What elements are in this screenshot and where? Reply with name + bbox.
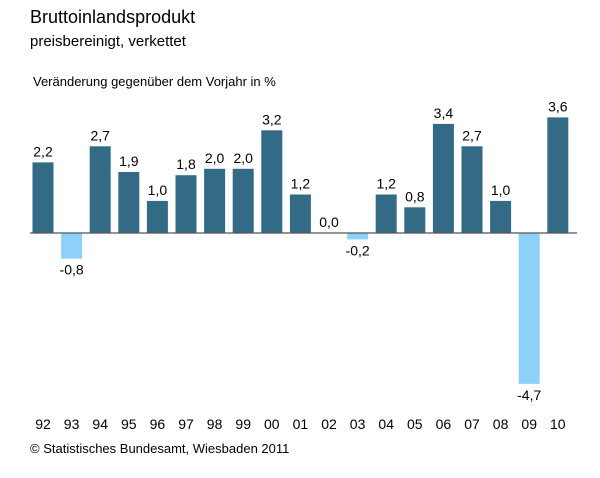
value-label-99: 2,0 bbox=[233, 150, 253, 166]
bar-92 bbox=[32, 162, 54, 233]
bar-01 bbox=[289, 194, 311, 233]
value-label-02: 0,0 bbox=[319, 214, 339, 230]
value-label-00: 3,2 bbox=[262, 111, 282, 127]
value-label-96: 1,0 bbox=[148, 182, 168, 198]
bar-96 bbox=[146, 200, 168, 233]
category-label-92: 92 bbox=[35, 416, 51, 432]
bar-05 bbox=[404, 207, 426, 233]
category-label-93: 93 bbox=[64, 416, 80, 432]
bar-97 bbox=[175, 175, 197, 233]
category-label-05: 05 bbox=[407, 416, 423, 432]
value-label-08: 1,0 bbox=[491, 182, 511, 198]
source-note: © Statistisches Bundesamt, Wiesbaden 201… bbox=[30, 441, 290, 456]
category-label-96: 96 bbox=[150, 416, 166, 432]
category-label-99: 99 bbox=[235, 416, 251, 432]
value-label-94: 2,7 bbox=[90, 127, 110, 143]
category-label-98: 98 bbox=[207, 416, 223, 432]
bar-94 bbox=[89, 146, 111, 233]
value-label-06: 3,4 bbox=[434, 105, 454, 121]
category-label-10: 10 bbox=[550, 416, 566, 432]
bar-93 bbox=[61, 233, 83, 259]
value-label-93: -0,8 bbox=[60, 262, 84, 278]
unit-label: Veränderung gegenüber dem Vorjahr in % bbox=[33, 74, 276, 89]
category-label-94: 94 bbox=[92, 416, 108, 432]
value-label-95: 1,9 bbox=[119, 153, 139, 169]
category-label-03: 03 bbox=[350, 416, 366, 432]
value-label-98: 2,0 bbox=[205, 150, 225, 166]
bar-03 bbox=[347, 233, 369, 240]
value-label-97: 1,8 bbox=[176, 156, 196, 172]
category-label-00: 00 bbox=[264, 416, 280, 432]
value-label-07: 2,7 bbox=[462, 127, 482, 143]
value-label-03: -0,2 bbox=[346, 242, 370, 258]
category-label-09: 09 bbox=[521, 416, 537, 432]
value-label-92: 2,2 bbox=[33, 143, 53, 159]
bar-04 bbox=[375, 194, 397, 233]
bar-98 bbox=[204, 168, 226, 233]
category-label-97: 97 bbox=[178, 416, 194, 432]
value-label-04: 1,2 bbox=[376, 176, 396, 192]
bar-99 bbox=[232, 168, 254, 233]
bar-10 bbox=[547, 117, 569, 233]
category-label-95: 95 bbox=[121, 416, 137, 432]
category-label-07: 07 bbox=[464, 416, 480, 432]
bar-00 bbox=[261, 130, 283, 233]
category-label-02: 02 bbox=[321, 416, 337, 432]
value-label-05: 0,8 bbox=[405, 188, 425, 204]
chart-subtitle: preisbereinigt, verkettet bbox=[30, 33, 186, 50]
category-label-06: 06 bbox=[436, 416, 452, 432]
bar-08 bbox=[490, 200, 512, 233]
category-label-04: 04 bbox=[378, 416, 394, 432]
category-label-01: 01 bbox=[293, 416, 309, 432]
category-label-08: 08 bbox=[493, 416, 509, 432]
bar-07 bbox=[461, 146, 483, 233]
chart-title: Bruttoinlandsprodukt bbox=[30, 7, 196, 27]
value-label-10: 3,6 bbox=[548, 98, 568, 114]
value-label-01: 1,2 bbox=[291, 176, 311, 192]
bar-95 bbox=[118, 172, 140, 233]
value-label-09: -4,7 bbox=[517, 387, 541, 403]
bar-06 bbox=[432, 123, 454, 233]
bar-09 bbox=[518, 233, 540, 384]
